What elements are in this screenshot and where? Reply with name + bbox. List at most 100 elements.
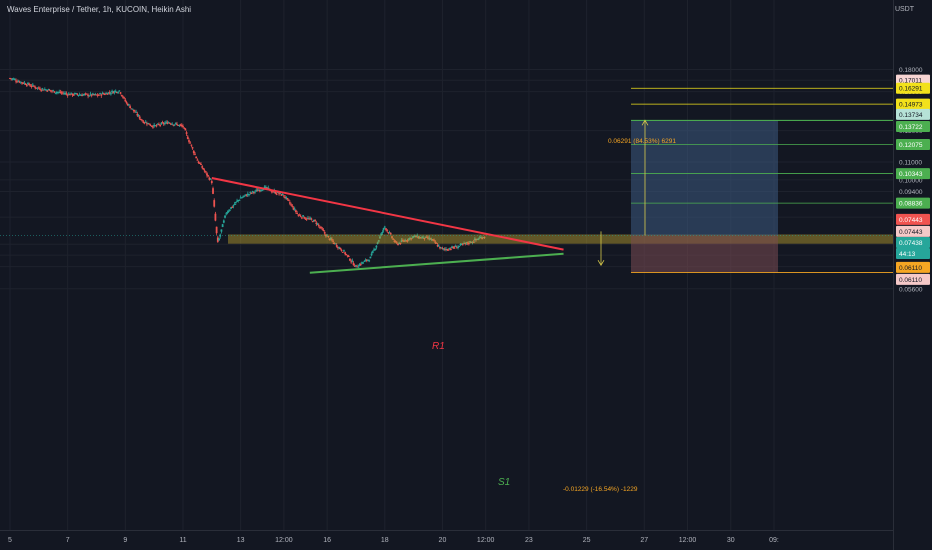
price-tick-label: 0.10000 xyxy=(899,177,923,184)
time-tick-label: 09: xyxy=(769,537,779,544)
candle-body xyxy=(117,92,120,94)
time-scale-border xyxy=(0,530,893,531)
candle-body xyxy=(61,92,64,94)
candle-body xyxy=(245,195,248,197)
candle-body xyxy=(64,92,67,94)
price-tag-label: 0.07443 xyxy=(899,229,923,236)
candle-body xyxy=(424,236,427,238)
price-tag-bg xyxy=(896,168,930,180)
candle-body xyxy=(176,123,178,125)
candle-body xyxy=(66,94,69,96)
candle-body xyxy=(294,210,297,213)
stop-arrowhead xyxy=(597,259,605,266)
candle-body xyxy=(73,93,76,95)
candle-body xyxy=(469,241,471,243)
candle-body xyxy=(403,240,405,242)
candle-body xyxy=(252,192,255,194)
time-tick-label: 12:00 xyxy=(275,537,293,544)
candle-body xyxy=(303,217,306,219)
price-tag-label: 0.14973 xyxy=(899,102,923,109)
candle-body xyxy=(367,259,369,261)
candle-body xyxy=(155,125,158,127)
candle-body xyxy=(404,240,407,242)
candle-body xyxy=(225,213,228,215)
candle-body xyxy=(29,85,32,87)
candle-body xyxy=(9,78,11,80)
candle-body xyxy=(280,194,283,196)
candle-body xyxy=(340,249,343,251)
candle-body xyxy=(182,125,184,127)
candle-body xyxy=(83,93,86,95)
candle-body xyxy=(315,222,318,224)
candle-body xyxy=(346,255,349,257)
candle-body xyxy=(161,122,164,124)
price-tag-bg xyxy=(896,261,930,273)
candle-body xyxy=(470,241,473,243)
candle-body xyxy=(238,199,241,201)
candle-body xyxy=(184,128,187,131)
candle-body xyxy=(355,265,357,267)
candle-body xyxy=(309,218,312,220)
candle-body xyxy=(477,239,480,241)
candle-body xyxy=(141,120,144,122)
candle-body xyxy=(233,203,236,205)
time-tick-label: 12:00 xyxy=(679,537,697,544)
candle-body xyxy=(147,122,150,124)
candle-body xyxy=(239,197,242,199)
candle-body xyxy=(308,218,311,220)
candle-body xyxy=(379,236,381,239)
candle-body xyxy=(365,259,368,261)
candle-body xyxy=(463,243,465,245)
price-tick-label: 0.05600 xyxy=(899,286,923,293)
candle-body xyxy=(89,93,92,95)
candle-body xyxy=(387,232,390,234)
price-tag-bg xyxy=(896,273,930,285)
candle-body xyxy=(134,111,136,113)
candle-body xyxy=(16,81,19,83)
candle-body xyxy=(422,236,425,238)
candle-body xyxy=(430,239,433,241)
candle-body xyxy=(292,207,295,210)
candle-body xyxy=(267,187,270,189)
time-tick-label: 27 xyxy=(640,537,648,544)
candle-body xyxy=(70,92,73,94)
candle-body xyxy=(33,85,35,87)
candle-body xyxy=(122,96,124,98)
candle-body xyxy=(282,195,285,197)
target-change-label: 0.06291 (84.53%) 6291 xyxy=(608,138,676,145)
candle-body xyxy=(362,262,365,264)
candle-body xyxy=(415,236,417,238)
support-trendline xyxy=(309,252,564,274)
candle-body xyxy=(215,226,218,234)
time-tick-label: 9 xyxy=(123,537,127,544)
candle-body xyxy=(146,123,148,125)
candle-body xyxy=(88,95,91,97)
candle-body xyxy=(47,89,50,91)
candle-body xyxy=(196,159,199,161)
candle-body xyxy=(287,199,290,201)
candle-body xyxy=(459,243,462,246)
candle-body xyxy=(170,123,172,125)
candle-body xyxy=(118,90,121,92)
candle-body xyxy=(148,123,151,125)
candle-body xyxy=(125,101,128,103)
candle-body xyxy=(371,251,374,253)
candle-body xyxy=(412,235,415,237)
price-tag-bg xyxy=(896,197,930,209)
candle-body xyxy=(386,230,389,232)
candle-body xyxy=(244,194,247,196)
candle-body xyxy=(126,103,129,106)
candle-body xyxy=(413,235,416,237)
candle-body xyxy=(285,197,288,199)
candle-body xyxy=(222,220,225,223)
candle-body xyxy=(71,93,74,96)
candle-body xyxy=(232,205,235,207)
candle-body xyxy=(344,252,347,255)
candle-body xyxy=(320,227,323,229)
candle-body xyxy=(171,123,174,125)
candle-body xyxy=(250,192,253,194)
candle-body xyxy=(65,93,68,95)
candle-body xyxy=(329,238,332,240)
